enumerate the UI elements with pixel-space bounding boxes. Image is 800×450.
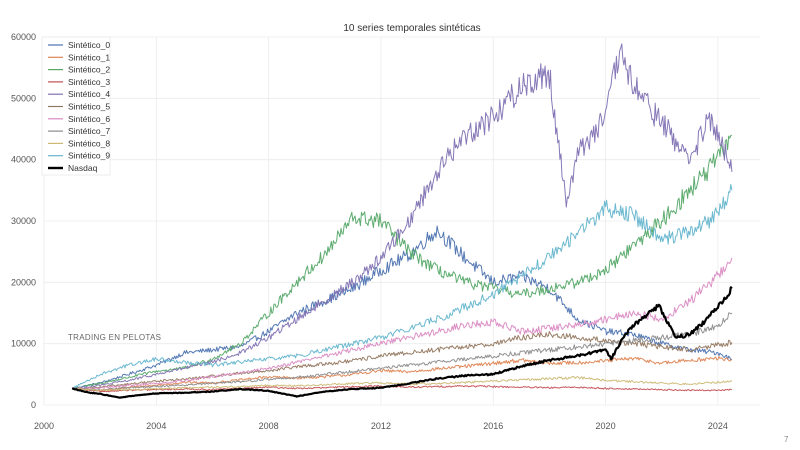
series-line-sint-tico-4 xyxy=(71,43,733,390)
legend-label: Sintético_4 xyxy=(68,89,110,99)
legend-label: Nasdaq xyxy=(68,163,98,173)
legend-label: Sintético_7 xyxy=(68,126,110,136)
legend-label: Sintético_9 xyxy=(68,151,110,161)
x-tick-label: 2004 xyxy=(146,421,166,431)
legend-label: Sintético_0 xyxy=(68,40,110,50)
series-line-sint-tico-1 xyxy=(71,356,733,392)
legend-label: Sintético_8 xyxy=(68,138,110,148)
y-axis-ticks: 0 10000 20000 30000 40000 50000 60000 xyxy=(11,32,36,410)
x-tick-label: 2008 xyxy=(259,421,279,431)
legend-label: Sintético_1 xyxy=(68,52,110,62)
y-tick-label: 50000 xyxy=(11,93,36,103)
series-line-nasdaq xyxy=(71,286,733,399)
y-tick-label: 20000 xyxy=(11,277,36,287)
corner-mark: 7 xyxy=(784,435,789,444)
legend-label: Sintético_2 xyxy=(68,65,110,75)
x-axis-ticks: 2000 2004 2008 2012 2016 2020 2024 xyxy=(34,421,728,431)
series-line-sint-tico-9 xyxy=(72,184,733,389)
series-line-sint-tico-0 xyxy=(71,225,733,389)
legend-label: Sintético_5 xyxy=(68,102,110,112)
legend-label: Sintético_6 xyxy=(68,114,110,124)
x-tick-label: 2012 xyxy=(371,421,391,431)
watermark: TRADING EN PELOTAS xyxy=(68,333,161,342)
series-line-sint-tico-2 xyxy=(72,134,733,389)
y-tick-label: 40000 xyxy=(11,155,36,165)
series-line-sint-tico-8 xyxy=(71,376,733,392)
series-line-sint-tico-6 xyxy=(71,257,733,390)
legend: Sintético_0 Sintético_1 Sintético_2 Sintéti… xyxy=(41,36,110,176)
chart-title: 10 series temporales sintéticas xyxy=(343,23,480,34)
y-tick-label: 0 xyxy=(31,400,36,410)
x-tick-label: 2024 xyxy=(708,421,728,431)
series-lines xyxy=(71,43,733,399)
series-line-sint-tico-3 xyxy=(71,384,733,393)
x-tick-label: 2020 xyxy=(596,421,616,431)
x-tick-label: 2016 xyxy=(483,421,503,431)
x-tick-label: 2000 xyxy=(34,421,54,431)
y-tick-label: 60000 xyxy=(11,32,36,42)
y-tick-label: 10000 xyxy=(11,339,36,349)
series-line-sint-tico-5 xyxy=(72,331,733,390)
y-tick-label: 30000 xyxy=(11,216,36,226)
legend-label: Sintético_3 xyxy=(68,77,110,87)
